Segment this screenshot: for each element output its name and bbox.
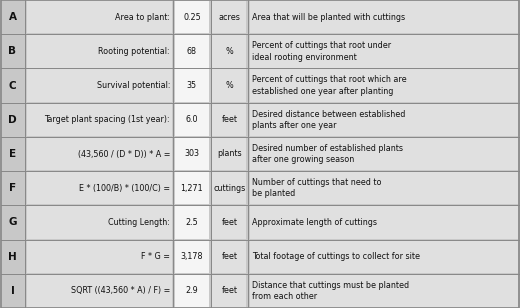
Bar (27, 35, 172, 67)
Bar (2, 241, 23, 273)
Bar (212, 275, 246, 307)
Text: H: H (8, 252, 17, 262)
Bar (27, 241, 172, 273)
Bar (27, 275, 172, 307)
Text: plants: plants (217, 149, 242, 159)
Text: Desired number of established plants
after one growing season: Desired number of established plants aft… (252, 144, 403, 164)
Bar (175, 69, 209, 102)
Text: Percent of cuttings that root which are
established one year after planting: Percent of cuttings that root which are … (252, 75, 407, 96)
Text: feet: feet (222, 218, 237, 227)
Text: cuttings: cuttings (213, 184, 245, 193)
Bar (2, 1, 23, 33)
Text: Approximate length of cuttings: Approximate length of cuttings (252, 218, 377, 227)
Bar (250, 138, 518, 170)
Bar (2, 138, 23, 170)
Text: Desired distance between established
plants after one year: Desired distance between established pla… (252, 110, 406, 130)
Bar (2, 69, 23, 102)
Text: feet: feet (222, 252, 237, 261)
Bar (212, 1, 246, 33)
Text: 1,271: 1,271 (180, 184, 203, 193)
Bar (212, 103, 246, 136)
Text: 2.5: 2.5 (186, 218, 198, 227)
Text: acres: acres (218, 13, 240, 22)
Text: feet: feet (222, 286, 237, 295)
Bar (250, 69, 518, 102)
Text: 6.0: 6.0 (186, 115, 198, 124)
Bar (27, 1, 172, 33)
Bar (175, 275, 209, 307)
Text: B: B (8, 46, 17, 56)
Bar (175, 172, 209, 205)
Bar (250, 1, 518, 33)
Bar (212, 172, 246, 205)
Text: G: G (8, 217, 17, 227)
Bar (27, 138, 172, 170)
Bar (250, 172, 518, 205)
Bar (250, 241, 518, 273)
Bar (2, 172, 23, 205)
Text: Survival potential:: Survival potential: (97, 81, 170, 90)
Bar (175, 1, 209, 33)
Text: E * (100/B) * (100/C) =: E * (100/B) * (100/C) = (79, 184, 170, 193)
Text: Target plant spacing (1st year):: Target plant spacing (1st year): (44, 115, 170, 124)
Text: Distance that cuttings must be planted
from each other: Distance that cuttings must be planted f… (252, 281, 409, 301)
Text: Area to plant:: Area to plant: (115, 13, 170, 22)
Text: %: % (226, 47, 233, 56)
Bar (250, 35, 518, 67)
Text: 68: 68 (187, 47, 197, 56)
Bar (175, 206, 209, 239)
Bar (27, 206, 172, 239)
Bar (2, 206, 23, 239)
Bar (250, 275, 518, 307)
Text: C: C (9, 81, 16, 91)
Text: F: F (9, 183, 16, 193)
Bar (27, 103, 172, 136)
Text: A: A (8, 12, 17, 22)
Text: (43,560 / (D * D)) * A =: (43,560 / (D * D)) * A = (77, 149, 170, 159)
Bar (27, 69, 172, 102)
Bar (2, 103, 23, 136)
Bar (175, 103, 209, 136)
Bar (212, 206, 246, 239)
Text: 303: 303 (185, 149, 199, 159)
Text: Percent of cuttings that root under
ideal rooting environment: Percent of cuttings that root under idea… (252, 41, 392, 62)
Bar (212, 241, 246, 273)
Text: 35: 35 (187, 81, 197, 90)
Text: Number of cuttings that need to
be planted: Number of cuttings that need to be plant… (252, 178, 382, 198)
Bar (250, 103, 518, 136)
Bar (175, 138, 209, 170)
Text: feet: feet (222, 115, 237, 124)
Text: D: D (8, 115, 17, 125)
Text: %: % (226, 81, 233, 90)
Bar (175, 241, 209, 273)
Text: Area that will be planted with cuttings: Area that will be planted with cuttings (252, 13, 405, 22)
Bar (2, 35, 23, 67)
Text: 2.9: 2.9 (186, 286, 198, 295)
Text: SQRT ((43,560 * A) / F) =: SQRT ((43,560 * A) / F) = (71, 286, 170, 295)
Bar (27, 172, 172, 205)
Bar (212, 35, 246, 67)
Text: I: I (10, 286, 15, 296)
Bar (212, 69, 246, 102)
Text: 3,178: 3,178 (180, 252, 203, 261)
Text: Cutting Length:: Cutting Length: (108, 218, 170, 227)
Text: Total footage of cuttings to collect for site: Total footage of cuttings to collect for… (252, 252, 420, 261)
Text: F * G =: F * G = (141, 252, 170, 261)
Text: 0.25: 0.25 (183, 13, 201, 22)
Bar (212, 138, 246, 170)
Text: E: E (9, 149, 16, 159)
Bar (250, 206, 518, 239)
Bar (2, 275, 23, 307)
Bar (175, 35, 209, 67)
Text: Rooting potential:: Rooting potential: (98, 47, 170, 56)
